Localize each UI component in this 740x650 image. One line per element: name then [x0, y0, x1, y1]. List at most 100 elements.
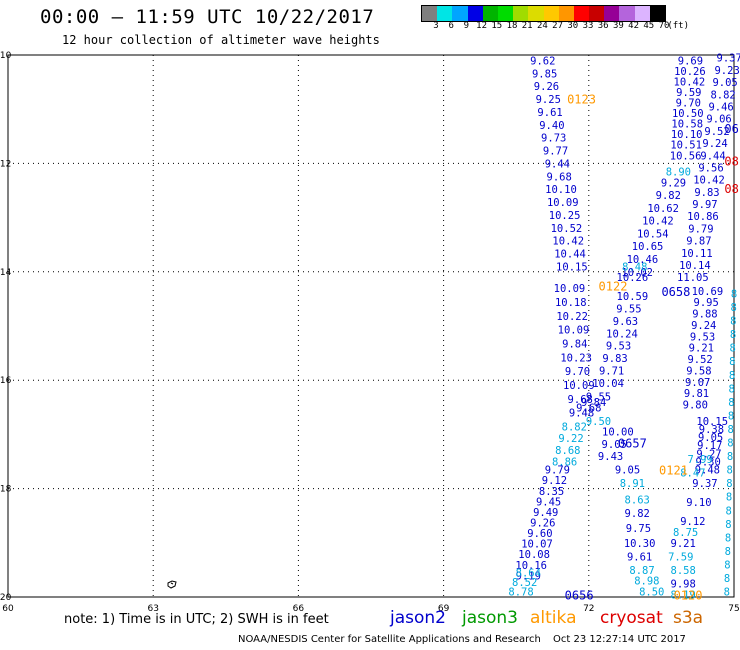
wave-height-value: 8	[725, 519, 731, 531]
wave-height-value: 10.26	[617, 272, 649, 284]
wave-height-value: 8.52	[512, 577, 537, 589]
wave-height-value: 8.86	[552, 457, 577, 469]
pass-label: 0121	[659, 464, 688, 478]
wave-height-value: 8	[727, 465, 733, 477]
scale-swatch	[528, 6, 544, 21]
scale-label: 9	[463, 21, 470, 31]
island-outline	[167, 580, 177, 589]
lat-tick-label: -12	[0, 159, 11, 169]
wave-height-value: 10.15	[556, 261, 588, 273]
scale-swatch	[649, 6, 665, 21]
wave-height-value: 10.69	[692, 286, 724, 298]
scale-label: 18	[506, 21, 518, 31]
wave-height-value: 9.22	[558, 433, 583, 445]
wave-height-value: 9.05	[602, 439, 627, 451]
scale-swatch	[422, 6, 438, 21]
wave-height-value: 8	[731, 288, 737, 300]
wave-height-value: 8.90	[666, 167, 691, 179]
wave-height-value: 8	[727, 438, 733, 450]
wave-height-value: 9.19	[516, 570, 541, 582]
lat-tick-label: -16	[0, 376, 12, 386]
wave-height-value: 8.98	[634, 576, 659, 588]
wave-height-value: 8.78	[508, 587, 533, 599]
wave-height-value: 10.04	[592, 378, 624, 390]
lon-tick-label: 63	[147, 604, 158, 614]
scale-swatch	[589, 6, 605, 21]
wave-height-value: 9.12	[542, 475, 567, 487]
wave-height-value: 9.68	[576, 402, 601, 414]
wave-height-value: 8	[730, 343, 736, 355]
wave-height-value: 9.44	[700, 150, 725, 162]
wave-height-value: 8.48	[622, 261, 647, 273]
wave-height-value: 10.30	[624, 538, 656, 550]
wave-height-value: 8.68	[555, 445, 580, 457]
scale-swatch	[558, 6, 574, 21]
wave-height-value: 9.29	[661, 177, 686, 189]
wave-height-value: 10.22	[556, 311, 588, 323]
scale-label: 36	[597, 21, 609, 31]
wave-height-value: 9.85	[532, 68, 557, 80]
wave-height-color-scale	[421, 5, 666, 22]
lon-tick-label: 72	[583, 604, 594, 614]
scale-label: 15	[491, 21, 503, 31]
wave-height-value: 10.10	[545, 184, 577, 196]
lon-tick-label: 69	[438, 604, 450, 614]
wave-height-value: 10.42	[642, 216, 674, 228]
scale-swatch	[452, 6, 468, 21]
wave-height-value: 9.82	[625, 508, 650, 520]
wave-height-value: 9.23	[714, 65, 739, 77]
wave-height-value: 9.81	[684, 388, 709, 400]
wave-height-value: 8	[728, 424, 734, 436]
wave-height-value: 10.54	[637, 228, 669, 240]
wave-height-value: 9.24	[702, 138, 727, 150]
wave-height-value: 8.82	[562, 421, 587, 433]
wave-height-value: 9.59	[676, 87, 701, 99]
scale-label: 27	[552, 21, 564, 31]
footer-note: note: 1) Time is in UTC; 2) SWH is in fe…	[64, 612, 329, 627]
wave-height-value: 10.14	[679, 260, 711, 272]
wave-height-value: 10.46	[627, 254, 659, 266]
wave-height-value: 9.26	[530, 517, 555, 529]
wave-height-value: 9.79	[688, 223, 713, 235]
wave-height-value: 9.50	[586, 416, 611, 428]
map-subtitle: 12 hour collection of altimeter wave hei…	[62, 33, 380, 47]
wave-height-value: 10.09	[563, 380, 595, 392]
wave-height-value: 9.77	[543, 146, 568, 158]
wave-height-value: 10.25	[549, 210, 581, 222]
wave-height-value: 10.09	[547, 197, 579, 209]
scale-swatch	[482, 6, 498, 21]
map-title: 00:00 – 11:59 UTC 10/22/2017	[40, 6, 375, 28]
wave-height-value: 9.26	[534, 81, 559, 93]
scale-swatch	[634, 6, 650, 21]
scale-label: 21	[521, 21, 533, 31]
pass-label: 0120	[674, 588, 703, 602]
wave-height-value: 10.65	[632, 241, 664, 253]
wave-height-value: 10.23	[560, 352, 592, 364]
wave-height-value: 8.82	[710, 89, 735, 101]
wave-height-value: 10.09	[554, 283, 586, 295]
wave-height-value: 7.59	[668, 551, 693, 563]
scale-swatch	[437, 6, 453, 21]
wave-height-value: 9.25	[536, 94, 561, 106]
pass-label: 0658	[661, 285, 690, 299]
wave-height-value: 9.58	[686, 365, 711, 377]
wave-height-value: 8.91	[620, 478, 645, 490]
scale-label: 12	[476, 21, 488, 31]
wave-height-value: 9.69	[678, 55, 703, 67]
wave-height-value: 9.24	[691, 320, 716, 332]
wave-height-value: 7.99	[687, 454, 712, 466]
lon-tick-label: 75	[728, 604, 739, 614]
credit-line: NOAA/NESDIS Center for Satellite Applica…	[238, 634, 541, 645]
wave-height-value: 9.46	[708, 101, 733, 113]
wave-height-value: 9.52	[687, 354, 712, 366]
wave-height-value: 9.55	[616, 304, 641, 316]
pass-label: 08	[724, 155, 738, 169]
scale-label: 45	[643, 21, 655, 31]
wave-height-value: 10.15	[696, 416, 728, 428]
wave-height-value: 9.63	[613, 316, 638, 328]
wave-height-value: 9.62	[530, 55, 555, 67]
scale-label: 30	[567, 21, 579, 31]
scale-swatch	[543, 6, 559, 21]
legend-jason2: jason2	[390, 608, 446, 628]
